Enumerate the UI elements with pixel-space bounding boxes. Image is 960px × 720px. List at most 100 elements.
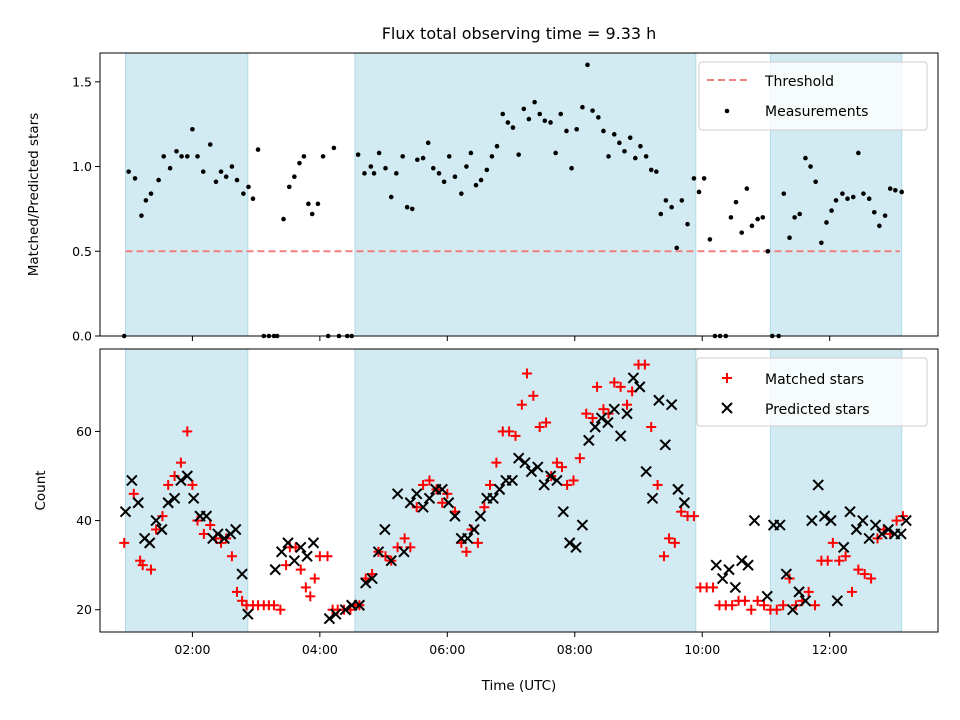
predicted-star-point <box>288 554 301 567</box>
predicted-star-point <box>882 523 895 536</box>
predicted-star-point <box>665 399 678 411</box>
measurement-point <box>638 143 643 149</box>
measurement-point <box>383 165 388 171</box>
measurement-point <box>292 174 297 180</box>
predicted-star-point-b <box>417 501 429 513</box>
predicted-star-point <box>736 554 748 567</box>
matched-star-point <box>424 475 435 486</box>
measurement-point <box>596 115 601 120</box>
measurement-point <box>218 169 224 174</box>
measurement-point <box>234 177 240 183</box>
predicted-star-point <box>876 528 888 540</box>
matched-star-point <box>192 515 203 526</box>
measurement-point <box>223 174 229 180</box>
matched-star-point <box>664 533 675 544</box>
predicted-star-point <box>806 514 818 527</box>
matched-star-point <box>237 595 248 606</box>
measurement-point <box>856 150 861 156</box>
measurement-point <box>569 165 574 171</box>
matched-star-point <box>275 604 286 615</box>
predicted-star-point <box>269 563 281 576</box>
measurement-point <box>627 135 633 141</box>
measurement-point <box>229 164 235 169</box>
measurement-point <box>500 111 506 117</box>
measurement-point <box>797 211 803 217</box>
predicted-star-point-b <box>461 532 474 545</box>
bottom-shaded-interval-1 <box>354 348 697 633</box>
measurement-point <box>436 171 442 176</box>
predicted-star-point <box>323 612 336 625</box>
matched-star-point <box>859 569 870 580</box>
predicted-star-point-b <box>126 474 138 487</box>
matched-star-point <box>437 497 448 508</box>
legend-matched-swatch <box>722 373 732 383</box>
matched-star-point <box>309 573 320 584</box>
matched-star-point <box>834 555 845 566</box>
measurement-point <box>707 237 713 242</box>
predicted-star-point <box>640 465 652 478</box>
measurement-point <box>537 111 543 117</box>
predicted-star-point <box>602 416 614 429</box>
predicted-star-point <box>716 572 729 585</box>
measurement-point <box>765 248 771 254</box>
measurement-point <box>505 120 511 125</box>
matched-star-point <box>810 600 821 611</box>
predicted-star-point <box>168 492 181 505</box>
measurement-point <box>478 177 484 183</box>
measurement-point <box>887 186 893 191</box>
predicted-star-point <box>150 514 162 527</box>
predicted-star-point <box>423 492 436 505</box>
measurement-point <box>371 171 377 176</box>
predicted-star-point <box>301 550 313 562</box>
predicted-star-point-b <box>423 492 436 505</box>
predicted-star-point-b <box>493 483 506 496</box>
measurement-point <box>459 191 464 196</box>
matched-star-point <box>639 359 650 370</box>
measurement-point <box>833 198 839 203</box>
predicted-star-point-b <box>551 474 563 487</box>
measurement-point <box>548 120 553 125</box>
measurement-point <box>473 182 479 188</box>
predicted-star-point-b <box>385 554 397 567</box>
measurement-point <box>542 118 548 124</box>
top-y-tick-label: 1.0 <box>72 159 92 174</box>
matched-star-point <box>708 582 719 593</box>
measurement-point <box>663 198 669 203</box>
measurement-point <box>207 142 213 147</box>
predicted-star-point <box>474 510 487 522</box>
predicted-star-point-b <box>538 479 550 491</box>
predicted-star-point-b <box>323 612 336 625</box>
matched-star-point <box>534 421 545 432</box>
predicted-star-point <box>659 439 671 451</box>
predicted-star-point-b <box>307 537 320 549</box>
predicted-star-point <box>576 519 589 531</box>
measurement-point <box>622 148 627 154</box>
measurement-point <box>355 152 361 157</box>
predicted-star-point <box>442 497 455 509</box>
predicted-star-point <box>126 474 138 487</box>
predicted-star-point <box>181 470 194 482</box>
predicted-star-point-b <box>799 595 812 607</box>
predicted-star-point-b <box>339 604 352 616</box>
predicted-star-point <box>774 519 786 531</box>
predicted-star-point <box>614 430 627 442</box>
predicted-star-point <box>282 537 294 549</box>
bottom-x-tick-label: 02:00 <box>174 642 210 657</box>
measurement-point <box>161 154 167 159</box>
predicted-star-point-b <box>143 537 156 549</box>
predicted-star-point-b <box>653 394 665 406</box>
predicted-star-point <box>379 523 391 536</box>
predicted-star-point <box>761 590 773 603</box>
predicted-star-point-b <box>525 465 538 478</box>
matched-star-point <box>622 399 633 410</box>
predicted-star-point <box>295 541 307 554</box>
bottom-y-tick-label: 40 <box>76 513 92 528</box>
predicted-star-point-b <box>729 581 742 594</box>
predicted-star-point-b <box>119 505 132 518</box>
top-x-axis-ticks <box>191 336 831 341</box>
predicted-star-point <box>634 381 646 393</box>
matched-star-point <box>232 586 243 597</box>
predicted-star-point-b <box>900 514 912 527</box>
measurement-point <box>246 184 251 190</box>
